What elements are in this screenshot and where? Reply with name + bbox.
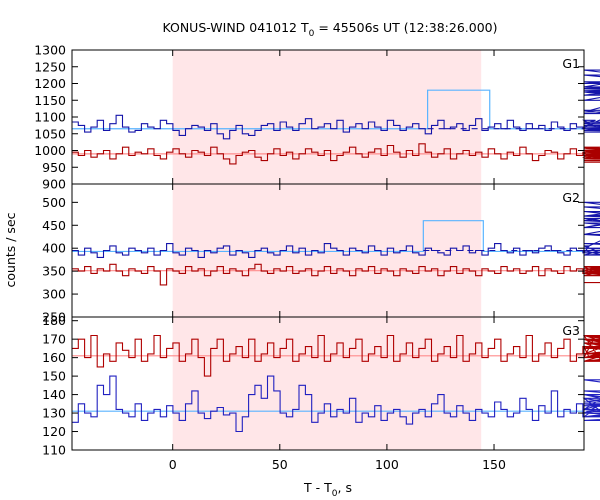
panel-label: G3 <box>562 323 580 338</box>
blue-series-line <box>72 375 600 433</box>
shaded-region <box>172 184 482 317</box>
x-tick-label: 0 <box>169 457 177 472</box>
y-tick-label: 1200 <box>34 76 66 91</box>
y-tick-label: 500 <box>42 195 66 210</box>
panel-g3: 110 120 130 140 150 160 170 180 0 50 100 150 G3 <box>42 313 600 472</box>
chart-panels: 9009501000105011001150120012501300G12503… <box>34 43 600 472</box>
x-axis-title: T - T0, s <box>303 480 352 499</box>
red-series-line <box>72 143 600 165</box>
y-tick-label: 1300 <box>34 43 66 58</box>
y-tick-label: 170 <box>42 332 66 347</box>
y-tick-label: 110 <box>42 443 66 458</box>
fit-line <box>72 220 584 253</box>
y-tick-label: 120 <box>42 424 66 439</box>
panel-g2: 250 300 350 400 450 500 G2 <box>42 183 600 325</box>
y-tick-label: 180 <box>42 313 66 328</box>
y-tick-label: 140 <box>42 387 66 402</box>
red-series-line <box>72 334 600 377</box>
y-tick-label: 1050 <box>34 126 66 141</box>
x-tick-label: 50 <box>272 457 288 472</box>
y-tick-label: 160 <box>42 350 66 365</box>
panel-frame <box>71 316 585 451</box>
shaded-region <box>172 50 482 184</box>
y-tick-label: 1250 <box>34 59 66 74</box>
y-tick-label: 900 <box>42 177 66 192</box>
shaded-region <box>172 317 482 450</box>
y-axis-title: counts / sec <box>3 212 18 287</box>
red-series-line <box>72 263 600 286</box>
y-tick-label: 150 <box>42 369 66 384</box>
y-tick-label: 450 <box>42 218 66 233</box>
y-tick-label: 250 <box>42 310 66 325</box>
chart-title: KONUS-WIND 041012 T0 = 45506s UT (12:38:… <box>162 20 497 39</box>
y-tick-label: 130 <box>42 406 66 421</box>
y-tick-label: 1150 <box>34 93 66 108</box>
y-tick-label: 1000 <box>34 143 66 158</box>
y-tick-label: 400 <box>42 241 66 256</box>
panel-label: G1 <box>562 56 580 71</box>
panel-label: G2 <box>562 190 580 205</box>
y-tick-label: 300 <box>42 287 66 302</box>
x-tick-label: 100 <box>375 457 399 472</box>
y-tick-label: 1100 <box>34 110 66 125</box>
y-tick-label: 950 <box>42 160 66 175</box>
y-tick-label: 350 <box>42 264 66 279</box>
x-tick-label: 150 <box>482 457 506 472</box>
blue-series-line <box>72 69 600 140</box>
blue-series-line <box>72 201 600 258</box>
